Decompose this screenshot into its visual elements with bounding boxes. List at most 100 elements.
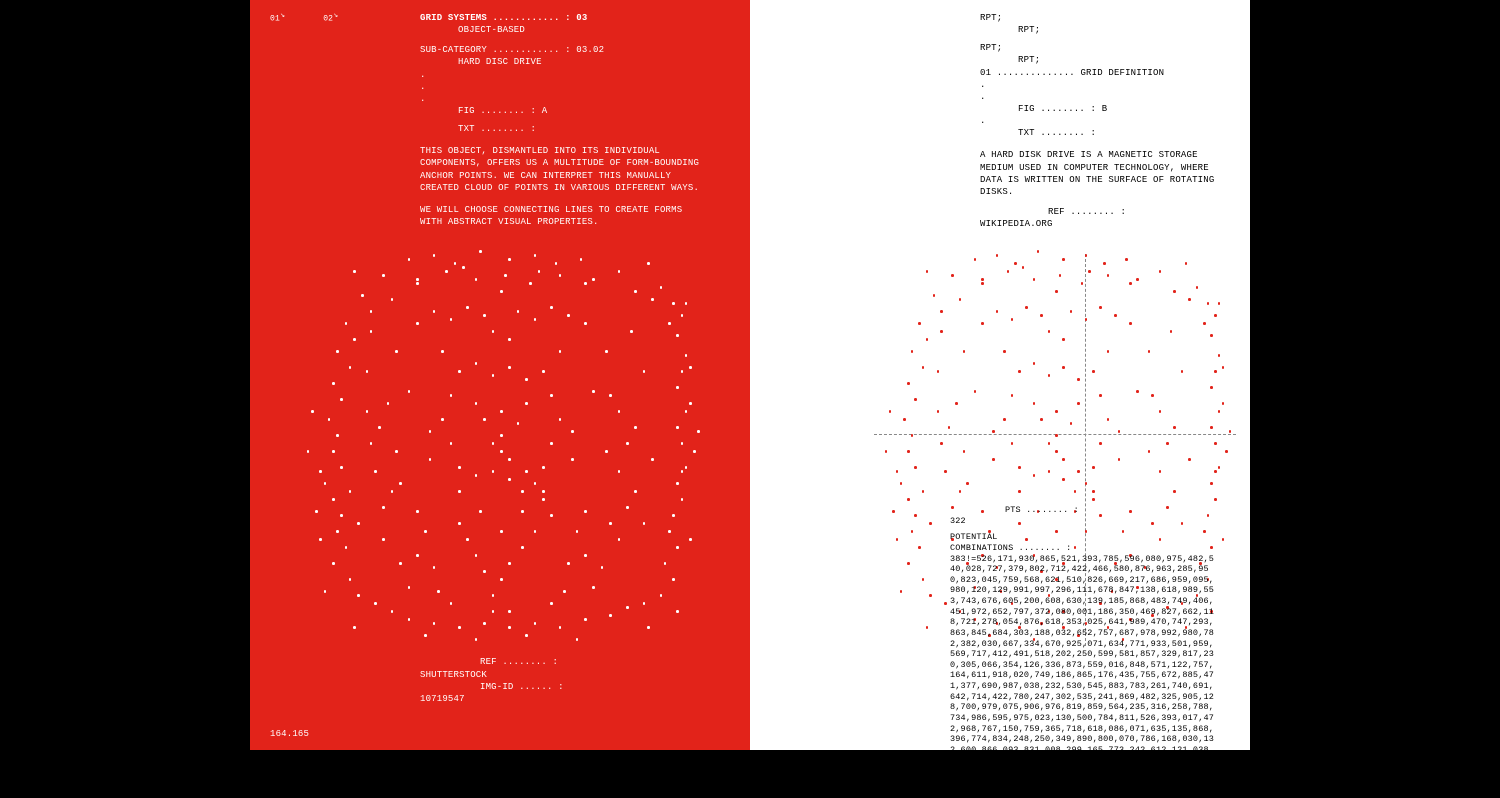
- scatter-dot: [651, 458, 654, 461]
- scatter-dot: [1003, 350, 1006, 353]
- scatter-dot: [508, 626, 511, 629]
- scatter-dot: [1055, 450, 1058, 453]
- scatter-dot: [1099, 442, 1102, 445]
- scatter-dot: [433, 310, 436, 313]
- scatter-dot: [974, 258, 977, 261]
- scatter-dot: [584, 282, 587, 285]
- scatter-dot: [349, 366, 352, 369]
- scatter-dot: [475, 554, 478, 557]
- scatter-dot: [996, 310, 999, 313]
- header-tabs: 01↘ 02↘: [270, 12, 338, 25]
- scatter-dot: [926, 270, 929, 273]
- scatter-dot: [974, 390, 977, 393]
- scatter-dot: [922, 578, 925, 581]
- scatter-dot: [926, 338, 929, 341]
- scatter-dot: [408, 586, 411, 589]
- scatter-dot: [475, 362, 478, 365]
- scatter-dot: [500, 434, 503, 437]
- scatter-dot: [626, 606, 629, 609]
- scatter-dot: [319, 470, 322, 473]
- ref-block-left: REF ........ : SHUTTERSTOCK IMG-ID .....…: [420, 656, 564, 705]
- scatter-dot: [689, 402, 692, 405]
- scatter-dot: [1081, 282, 1084, 285]
- scatter-dot: [689, 366, 692, 369]
- scatter-dot: [416, 554, 419, 557]
- fig-line: FIG ........ : B: [980, 103, 1230, 115]
- scatter-dot: [907, 562, 910, 565]
- scatter-dot: [458, 466, 461, 469]
- scatter-dot: [517, 422, 520, 425]
- scatter-dot: [462, 266, 465, 269]
- scatter-dot: [584, 618, 587, 621]
- scatter-dot: [429, 430, 432, 433]
- scatter-dot: [508, 610, 511, 613]
- scatter-dot: [1210, 426, 1213, 429]
- scatter-dot: [609, 614, 612, 617]
- scatter-dot: [382, 274, 385, 277]
- scatter-dot: [1085, 254, 1088, 257]
- scatter-dot: [609, 394, 612, 397]
- scatter-dot: [458, 522, 461, 525]
- scatter-dot: [429, 458, 432, 461]
- scatter-dot: [538, 270, 541, 273]
- scatter-dot: [1214, 370, 1217, 373]
- scatter-dot: [1222, 366, 1225, 369]
- scatter-dot: [922, 490, 925, 493]
- scatter-dot: [676, 482, 679, 485]
- scatter-dot: [416, 278, 419, 281]
- scatter-dot: [914, 514, 917, 517]
- scatter-dot: [366, 410, 369, 413]
- para-2: WE WILL CHOOSE CONNECTING LINES TO CREAT…: [420, 204, 710, 228]
- scatter-dot: [1114, 314, 1117, 317]
- scatter-dot: [483, 418, 486, 421]
- scatter-dot: [571, 458, 574, 461]
- scatter-dot: [933, 294, 936, 297]
- scatter-dot: [981, 282, 984, 285]
- scatter-dot: [681, 314, 684, 317]
- scatter-dot: [1210, 334, 1213, 337]
- scatter-dot: [542, 490, 545, 493]
- scatter-dot: [911, 530, 914, 533]
- ref-label: REF ........ :: [980, 206, 1230, 218]
- scatter-dot: [1085, 318, 1088, 321]
- scatter-dot: [441, 350, 444, 353]
- scatter-dot: [1040, 418, 1043, 421]
- scatter-dot: [525, 634, 528, 637]
- scatter-dot: [424, 634, 427, 637]
- para-1: THIS OBJECT, DISMANTLED INTO ITS INDIVID…: [420, 145, 710, 194]
- scatter-dot: [1040, 314, 1043, 317]
- scatter-dot: [475, 638, 478, 641]
- scatter-dot: [1210, 386, 1213, 389]
- scatter-dot: [1062, 366, 1065, 369]
- scatter-dot: [416, 282, 419, 285]
- scatter-dot: [458, 490, 461, 493]
- scatter-dot: [332, 562, 335, 565]
- scatter-dot: [1125, 258, 1128, 261]
- scatter-dot: [1018, 370, 1021, 373]
- scatter-dot: [1011, 394, 1014, 397]
- tick-mark: .: [980, 115, 1230, 127]
- scatter-dot: [1025, 306, 1028, 309]
- scatter-dot: [424, 530, 427, 533]
- scatter-dot: [521, 546, 524, 549]
- scatter-dot: [534, 622, 537, 625]
- scatter-dot: [937, 370, 940, 373]
- scatter-dot: [336, 350, 339, 353]
- scatter-dot: [1037, 250, 1040, 253]
- scatter-dot: [391, 298, 394, 301]
- scatter-dot: [563, 590, 566, 593]
- tick-mark: .: [420, 93, 710, 105]
- scatter-dot: [437, 590, 440, 593]
- page-number: 164.165: [270, 728, 309, 740]
- scatter-dot: [370, 330, 373, 333]
- scatter-dot: [1218, 354, 1221, 357]
- scatter-dot: [387, 402, 390, 405]
- scatter-dot: [483, 314, 486, 317]
- scatter-dot: [521, 510, 524, 513]
- scatter-dot: [1107, 274, 1110, 277]
- scatter-dot: [416, 510, 419, 513]
- scatter-dot: [542, 498, 545, 501]
- rpt-line: RPT;: [980, 42, 1230, 54]
- page-left: 01↘ 02↘ GRID SYSTEMS ............ : 03 O…: [250, 0, 750, 750]
- scatter-dot: [1014, 262, 1017, 265]
